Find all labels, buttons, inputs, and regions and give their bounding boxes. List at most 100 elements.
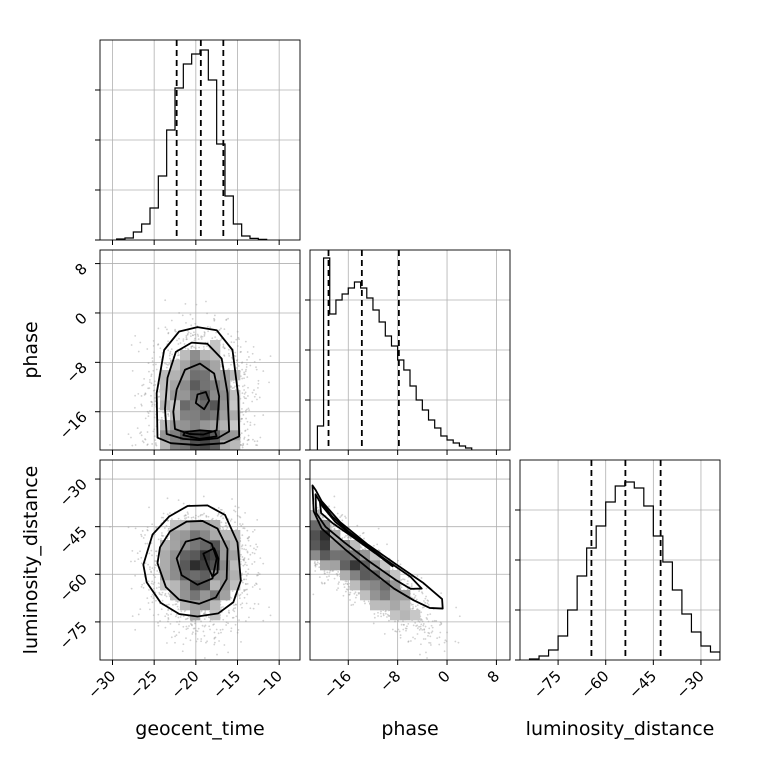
sample-point xyxy=(155,444,158,447)
sample-point xyxy=(244,570,247,573)
density-cell xyxy=(190,400,201,411)
sample-point xyxy=(245,411,247,413)
sample-point xyxy=(241,602,244,605)
sample-point xyxy=(251,400,254,403)
sample-point xyxy=(153,380,156,383)
sample-point xyxy=(219,515,222,518)
sample-point xyxy=(166,642,168,644)
sample-point xyxy=(154,383,157,386)
sample-point xyxy=(248,535,251,538)
sample-point xyxy=(246,428,249,431)
sample-point xyxy=(247,386,249,389)
sample-point xyxy=(204,610,207,612)
sample-point xyxy=(246,550,249,553)
density-cell xyxy=(180,370,191,381)
sample-point xyxy=(236,359,238,362)
sample-point xyxy=(240,350,242,353)
sample-point xyxy=(183,343,186,345)
sample-point xyxy=(154,400,157,403)
sample-point xyxy=(168,354,171,357)
sample-point xyxy=(189,335,192,338)
density-cell xyxy=(190,390,201,401)
sample-point xyxy=(237,365,240,367)
sample-point xyxy=(151,401,154,404)
sample-point xyxy=(225,319,228,321)
sample-point xyxy=(177,351,180,354)
sample-point xyxy=(151,403,154,406)
sample-point xyxy=(139,432,141,435)
density-cell xyxy=(210,390,221,401)
sample-point xyxy=(247,434,250,437)
sample-point xyxy=(148,506,150,509)
sample-point xyxy=(216,653,218,656)
sample-point xyxy=(164,362,166,365)
sample-point xyxy=(171,353,174,356)
density-cell xyxy=(220,380,231,391)
sample-point xyxy=(231,361,233,364)
sample-point xyxy=(252,438,254,441)
sample-point xyxy=(189,313,192,316)
sample-point xyxy=(240,418,242,421)
sample-point xyxy=(152,345,155,347)
sample-point xyxy=(160,534,163,537)
sample-point xyxy=(161,599,164,602)
density-cell xyxy=(210,350,221,361)
sample-point xyxy=(169,352,171,355)
sample-point xyxy=(247,539,250,542)
sample-point xyxy=(244,373,246,376)
sample-point xyxy=(184,517,186,520)
sample-point xyxy=(222,618,225,621)
sample-point xyxy=(256,574,258,577)
sample-point xyxy=(140,556,143,559)
sample-point xyxy=(198,346,200,349)
sample-point xyxy=(229,520,232,522)
contour-level-5 xyxy=(194,391,211,411)
sample-point xyxy=(247,395,249,397)
sample-point xyxy=(153,581,156,584)
sample-point xyxy=(144,562,147,565)
sample-point xyxy=(236,514,239,517)
density-cell xyxy=(190,420,201,431)
sample-point xyxy=(167,609,170,612)
sample-point xyxy=(150,394,152,397)
sample-point xyxy=(142,441,145,444)
sample-point xyxy=(165,524,168,527)
sample-point xyxy=(224,525,227,527)
sample-point xyxy=(176,620,178,623)
sample-point xyxy=(147,412,150,415)
histogram-panel-luminosity_distance xyxy=(520,460,720,660)
sample-point xyxy=(213,631,216,634)
sample-point xyxy=(157,327,160,330)
sample-point xyxy=(238,597,241,600)
sample-point xyxy=(222,346,225,349)
sample-point xyxy=(244,582,247,585)
sample-point xyxy=(187,516,190,519)
sample-point xyxy=(131,444,134,447)
sample-point xyxy=(140,533,142,536)
sample-point xyxy=(186,347,189,350)
sample-point xyxy=(203,348,205,351)
sample-point xyxy=(195,640,198,643)
sample-point xyxy=(155,368,158,371)
sample-point xyxy=(149,410,151,412)
sample-point xyxy=(178,623,180,626)
sample-point xyxy=(217,507,220,509)
sample-point xyxy=(236,363,239,366)
sample-point xyxy=(159,593,162,596)
sample-point xyxy=(243,392,246,395)
sample-point xyxy=(217,632,220,635)
sample-point xyxy=(245,588,247,591)
sample-point xyxy=(256,440,259,443)
sample-point xyxy=(144,417,147,420)
sample-point xyxy=(225,522,227,525)
sample-point xyxy=(246,376,249,378)
sample-point xyxy=(168,603,170,606)
sample-point xyxy=(251,352,254,355)
sample-point xyxy=(185,637,187,640)
sample-point xyxy=(151,567,154,569)
sample-point xyxy=(230,363,232,366)
sample-point xyxy=(242,402,245,404)
sample-point xyxy=(220,364,222,366)
sample-point xyxy=(195,303,198,306)
sample-point xyxy=(259,436,262,439)
